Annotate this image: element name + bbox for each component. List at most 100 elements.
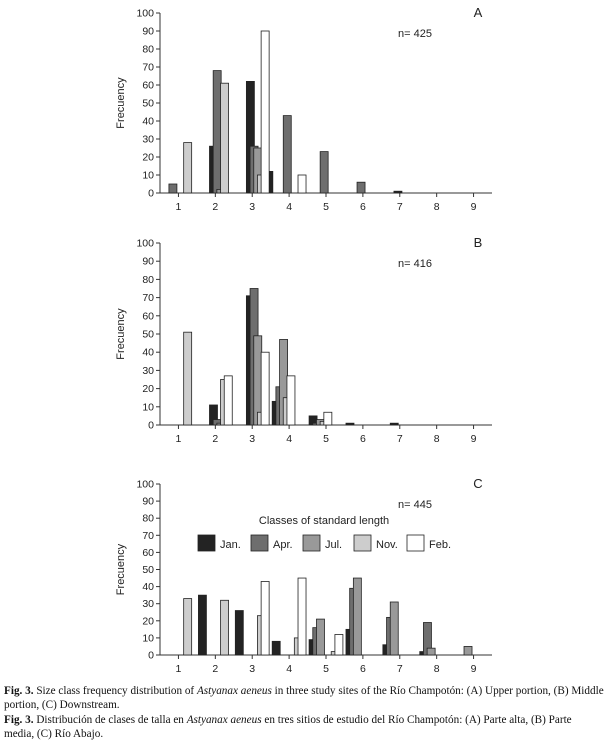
legend-label-apr: Apr.: [273, 539, 293, 551]
bar-feb: [297, 577, 307, 656]
y-tick-label: 10: [142, 632, 154, 644]
bar-nov: [183, 331, 193, 426]
y-tick-label: 90: [142, 496, 154, 508]
y-tick-label: 100: [136, 8, 154, 20]
y-tick-label: 70: [142, 292, 154, 304]
x-tick-label: 3: [249, 663, 255, 675]
legend-label-jan: Jan.: [220, 539, 241, 551]
x-tick-label: 3: [249, 433, 255, 445]
x-tick-label: 1: [176, 201, 182, 213]
bar-jan: [234, 610, 244, 656]
x-tick-label: 5: [323, 663, 329, 675]
caption-es-post: en tres sitios de estudio del Río Champo…: [4, 713, 572, 741]
x-tick-label: 9: [471, 663, 477, 675]
legend-label-feb: Feb.: [429, 539, 451, 551]
bar-nov: [220, 82, 229, 194]
y-tick-label: 70: [142, 62, 154, 74]
x-tick-label: 1: [176, 663, 182, 675]
y-tick-label: 100: [136, 479, 154, 491]
y-tick-label: 90: [142, 26, 154, 38]
y-tick-label: 50: [142, 98, 154, 110]
x-tick-label: 6: [360, 201, 366, 213]
x-tick-label: 6: [360, 433, 366, 445]
x-tick-label: 5: [323, 433, 329, 445]
x-tick-label: 8: [434, 433, 440, 445]
chart-legend: Classes of standard length Jan. Apr. Jul. No…: [197, 515, 451, 552]
y-tick-label: 60: [142, 80, 154, 92]
x-tick-label: 2: [212, 433, 218, 445]
legend-label-nov: Nov.: [376, 539, 398, 551]
bar-jan: [271, 640, 281, 656]
bar-feb: [286, 375, 296, 426]
legend-title: Classes of standard length: [259, 515, 389, 527]
bar-feb: [223, 375, 233, 426]
x-tick-label: 7: [397, 433, 403, 445]
bar-feb: [334, 634, 344, 656]
caption-en-post: in three study sites of the Río Champotó…: [4, 685, 604, 712]
caption-en-pre: Size class frequency distribution of: [33, 685, 197, 697]
bar-nov: [220, 599, 229, 656]
y-tick-label: 0: [148, 650, 154, 662]
bar-nov: [183, 598, 193, 656]
bar-jul: [463, 646, 473, 656]
caption-fig-label: Fig. 3.: [4, 685, 34, 697]
bar-apr: [212, 70, 222, 194]
bar-jul: [426, 647, 436, 656]
bar-jul: [352, 577, 362, 656]
chart-panel-b: 0 10 20 30 40 50 60 70 80 90 100 1 2 3 4 5 6 7 8 9 Frecuency…: [115, 235, 492, 445]
bar-jan: [389, 422, 399, 426]
panel-letter: B: [474, 235, 483, 250]
y-tick-label: 80: [142, 44, 154, 56]
x-tick-label: 8: [434, 663, 440, 675]
bar-feb: [260, 351, 270, 426]
x-tick-label: 4: [286, 201, 292, 213]
x-tick-label: 7: [397, 201, 403, 213]
y-tick-label: 30: [142, 598, 154, 610]
sample-size-label: n= 425: [398, 28, 432, 40]
y-tick-label: 10: [142, 170, 154, 182]
x-tick-label: 6: [360, 663, 366, 675]
y-tick-label: 30: [142, 365, 154, 377]
y-axis-label: Frecuency: [115, 543, 127, 595]
chart-panel-c: 0 10 20 30 40 50 60 70 80 90 100 1 2 3 4 5 6 7 8 9 Frecuency…: [115, 476, 492, 675]
caption-fig-label-es: Fig. 3.: [4, 713, 34, 726]
y-axis-label: Frecuency: [115, 308, 127, 360]
y-tick-label: 0: [148, 420, 154, 432]
bar-jul: [253, 335, 263, 426]
y-tick-label: 50: [142, 329, 154, 341]
bar-apr: [319, 151, 329, 194]
bar-jan: [198, 594, 207, 656]
y-tick-label: 30: [142, 134, 154, 146]
y-tick-label: 20: [142, 615, 154, 627]
x-tick-label: 9: [471, 433, 477, 445]
bar-feb: [323, 411, 333, 426]
bar-jul: [316, 618, 325, 656]
bar-apr: [356, 181, 366, 194]
y-tick-label: 10: [142, 401, 154, 413]
x-tick-label: 4: [286, 663, 292, 675]
caption-es-pre: Distribución de clases de talla en: [33, 713, 187, 726]
x-tick-label: 5: [323, 201, 329, 213]
bar-apr: [282, 115, 292, 194]
x-tick-label: 3: [249, 201, 255, 213]
chart-panel-a: 0 10 20 30 40 50 60 70 80 90 100 1 2 3 4 5 6 7 8 9 Frecuency…: [115, 5, 492, 213]
bar-feb: [260, 581, 270, 656]
y-tick-label: 50: [142, 564, 154, 576]
x-tick-label: 7: [397, 663, 403, 675]
bar-nov: [183, 142, 193, 194]
y-tick-label: 40: [142, 581, 154, 593]
caption-species: Astyanax aeneus: [196, 685, 272, 697]
y-tick-label: 80: [142, 274, 154, 286]
sample-size-label: n= 416: [398, 258, 432, 270]
caption-spanish: Fig. 3. Distribución de clases de talla …: [4, 713, 604, 742]
y-tick-label: 40: [142, 116, 154, 128]
y-tick-label: 100: [136, 238, 154, 250]
bar-apr: [168, 183, 178, 194]
bar-feb: [297, 174, 307, 194]
x-tick-label: 1: [176, 433, 182, 445]
legend-label-jul: Jul.: [325, 539, 342, 551]
legend-swatch-jul: [302, 534, 321, 552]
panel-letter: C: [473, 476, 482, 491]
caption-english: Fig. 3. Size class frequency distributio…: [4, 684, 604, 713]
